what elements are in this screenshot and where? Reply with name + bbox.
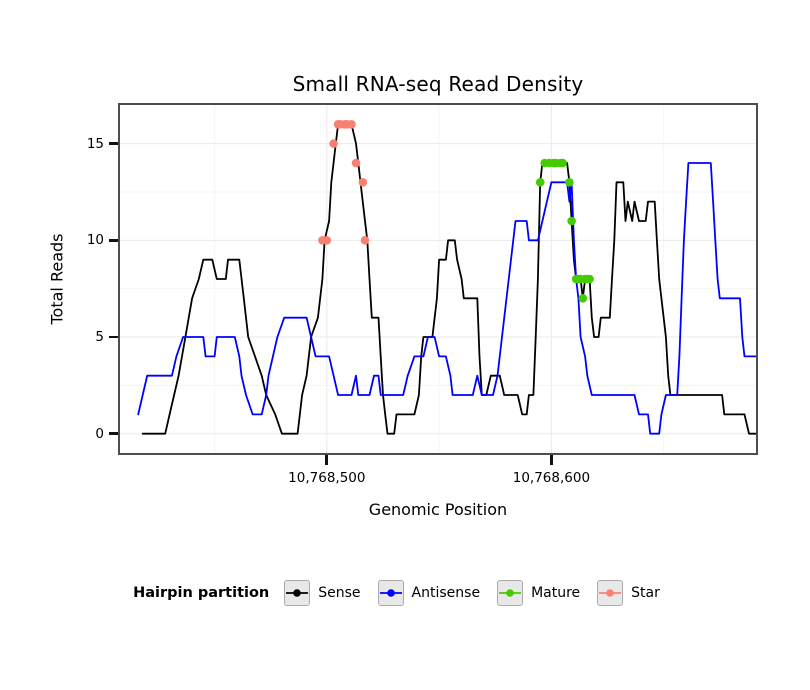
x-tick-label: 10,768,600 [512, 470, 591, 486]
legend-item-antisense: Antisense [377, 580, 481, 606]
legend-glyph-star-icon [599, 589, 622, 597]
y-tick [109, 142, 118, 145]
series-point-mature [585, 274, 594, 284]
legend-item-label: Mature [531, 585, 581, 601]
series-point-star [351, 158, 361, 168]
legend-item-label: Star [631, 585, 660, 601]
panel-border [118, 103, 758, 455]
series-point-star [347, 120, 356, 129]
series-point-mature [558, 158, 567, 168]
legend-dot [606, 589, 614, 597]
legend-glyph-sense-icon [286, 589, 309, 597]
legend-key-sense [284, 580, 311, 606]
chart-title: Small RNA-seq Read Density [292, 72, 584, 96]
y-tick-label: 5 [95, 329, 104, 346]
legend-glyph-mature-icon [499, 589, 522, 597]
series-point-mature [535, 178, 545, 187]
legend-key-star [597, 580, 624, 606]
y-tick-label: 15 [86, 135, 104, 152]
legend-title: Hairpin partition [133, 585, 270, 601]
x-tick [549, 455, 553, 465]
legend-key-antisense [377, 580, 404, 606]
legend-dot [386, 589, 395, 597]
legend-key-mature [497, 580, 524, 606]
x-axis-label: Genomic Position [368, 500, 508, 519]
y-tick-label: 0 [95, 425, 104, 442]
y-tick [109, 239, 118, 242]
legend-dot [293, 589, 302, 597]
y-tick [109, 432, 118, 435]
series-point-mature [567, 216, 576, 226]
plot-panel [118, 103, 759, 455]
series-line-sense [141, 123, 757, 435]
series-line-antisense [137, 162, 759, 435]
legend-item-sense: Sense [284, 580, 361, 606]
plot-area [118, 103, 759, 455]
y-tick [109, 335, 118, 339]
series-point-star [358, 178, 368, 187]
series-point-star [322, 236, 332, 245]
legend: Hairpin partition Sense Antisense Mature St… [0, 580, 810, 606]
x-tick-label: 10,768,500 [288, 470, 366, 486]
y-tick-label: 10 [86, 232, 104, 249]
x-tick [325, 455, 329, 465]
legend-glyph-antisense-icon [379, 589, 402, 597]
legend-items: Sense Antisense Mature Star [284, 580, 677, 606]
series-point-mature [578, 294, 588, 303]
series-point-star [360, 236, 370, 245]
series-point-star [329, 139, 338, 148]
series-point-mature [565, 178, 574, 187]
legend-item-star: Star [597, 580, 660, 606]
legend-item-label: Sense [318, 585, 361, 601]
legend-item-label: Antisense [411, 585, 481, 601]
legend-dot [506, 589, 514, 597]
legend-item-mature: Mature [497, 580, 580, 606]
